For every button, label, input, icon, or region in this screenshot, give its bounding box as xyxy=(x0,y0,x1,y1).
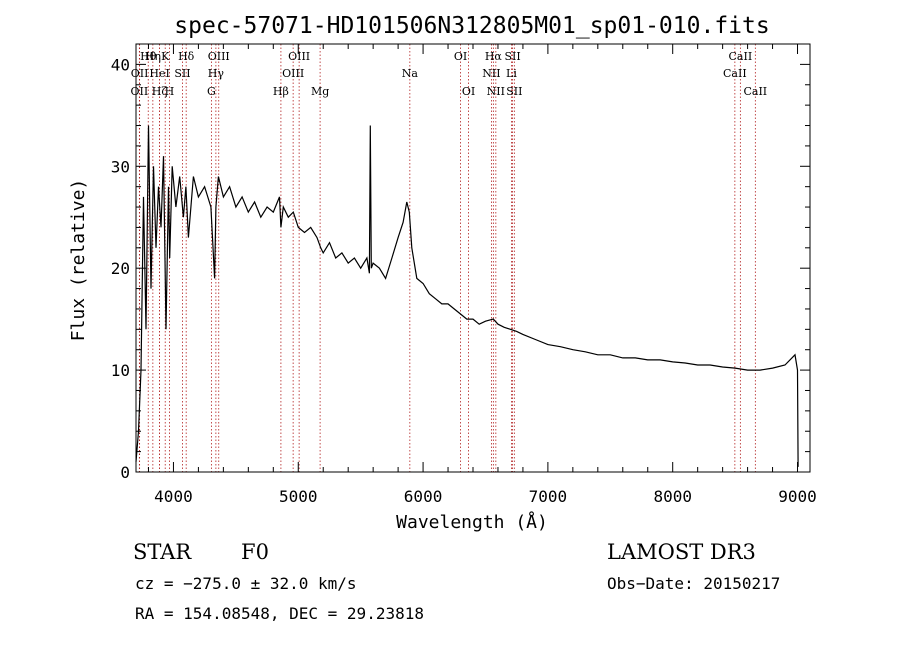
spectral-subclass: F0 xyxy=(241,540,269,564)
line-marker-label: CaII xyxy=(743,85,767,98)
x-tick-label: 8000 xyxy=(653,487,692,506)
y-tick-label: 30 xyxy=(111,157,130,176)
line-marker-label: Hζ xyxy=(152,85,168,98)
coordinates: RA = 154.08548, DEC = 29.23818 xyxy=(135,604,424,623)
line-marker-label: SII xyxy=(174,67,190,80)
line-marker-label: OII xyxy=(131,67,149,80)
line-marker-label: Hα xyxy=(485,50,503,63)
line-marker-label: Hδ xyxy=(178,50,195,63)
y-tick-label: 40 xyxy=(111,55,130,74)
line-marker-label: SII xyxy=(506,85,522,98)
object-type: STAR xyxy=(133,540,192,564)
y-tick-label: 20 xyxy=(111,259,130,278)
line-marker-label: Hθ xyxy=(140,50,157,63)
line-marker-label: HeI xyxy=(149,67,169,80)
line-marker-labels: OII Hθ OII Hη HeI Hζ K SII H Hδ OIII Hγ G Hβ OIII OIII M… xyxy=(131,50,768,98)
line-marker-label: Hγ xyxy=(208,67,225,80)
axis-ticks xyxy=(136,43,810,473)
line-marker-label: Hβ xyxy=(273,85,289,98)
line-marker-label: OI xyxy=(462,85,475,98)
x-tick-label: 5000 xyxy=(279,487,318,506)
line-marker-label: OI xyxy=(454,50,467,63)
observation-date: Obs−Date: 20150217 xyxy=(607,574,781,593)
line-marker-label: NII xyxy=(487,85,505,98)
line-marker-label: H xyxy=(165,85,175,98)
spectrum-line xyxy=(135,125,799,467)
x-tick-label: 9000 xyxy=(778,487,817,506)
line-marker-label: OIII xyxy=(208,50,230,63)
line-markers xyxy=(138,44,756,472)
plot-frame xyxy=(135,43,811,473)
y-axis-label: Flux (relative) xyxy=(68,179,89,342)
line-marker-label: Mg xyxy=(311,85,329,98)
survey-name: LAMOST DR3 xyxy=(607,540,756,564)
line-marker-label: NII xyxy=(482,67,500,80)
x-tick-label: 7000 xyxy=(529,487,568,506)
line-marker-label: OIII xyxy=(288,50,310,63)
x-tick-label: 4000 xyxy=(154,487,193,506)
line-marker-label: K xyxy=(161,50,170,63)
y-tick-label: 0 xyxy=(120,463,130,482)
x-axis-label: Wavelength (Å) xyxy=(396,511,548,533)
y-tick-label: 10 xyxy=(111,361,130,380)
line-marker-label: OIII xyxy=(282,67,304,80)
x-tick-label: 6000 xyxy=(404,487,443,506)
redshift-velocity: cz = −275.0 ± 32.0 km/s xyxy=(135,574,357,593)
axis-tick-labels: 4000 5000 6000 7000 8000 9000 0 10 20 30 40 xyxy=(111,55,817,506)
line-marker-label: SII xyxy=(504,50,520,63)
line-marker-label: Hη xyxy=(145,50,161,63)
line-marker-label: Li xyxy=(506,67,517,80)
line-marker-label: G xyxy=(207,85,216,98)
chart-title: spec-57071-HD101506N312805M01_sp01-010.f… xyxy=(174,13,769,39)
line-marker-label: CaII xyxy=(729,50,753,63)
line-marker-label: CaII xyxy=(723,67,747,80)
line-marker-label: OII xyxy=(131,85,149,98)
line-marker-label: Na xyxy=(402,67,419,80)
